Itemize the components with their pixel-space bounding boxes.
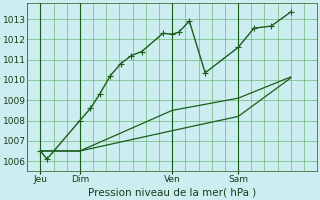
X-axis label: Pression niveau de la mer( hPa ): Pression niveau de la mer( hPa ) <box>88 187 256 197</box>
